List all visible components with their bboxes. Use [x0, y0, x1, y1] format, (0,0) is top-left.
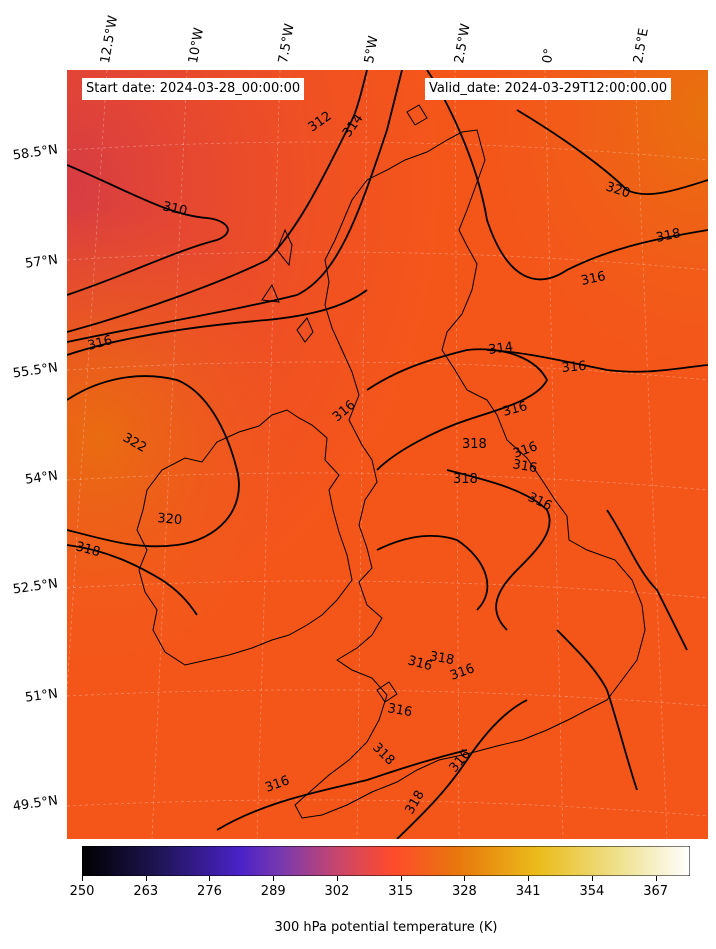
colorbar-tick — [336, 876, 338, 881]
contour-316-west — [67, 289, 368, 356]
colorbar-tick-label: 354 — [579, 884, 605, 899]
contour-318-south — [396, 699, 528, 839]
latitude-label: 49.5°N — [11, 793, 59, 815]
latitude-label: 55.5°N — [11, 360, 59, 382]
contour-312 — [67, 70, 368, 333]
contour-label: 316 — [86, 333, 114, 354]
latitude-label: 52.5°N — [11, 576, 59, 598]
latitude-label: 57°N — [24, 252, 59, 272]
contour-label: 318 — [428, 649, 455, 668]
contour-316-lower — [446, 469, 551, 631]
colorbar-tick — [209, 876, 211, 881]
colorbar-tick-label: 276 — [197, 884, 222, 899]
contour-316-mid — [376, 534, 489, 611]
longitude-label: 10°W — [186, 26, 208, 65]
colorbar-tick-label: 289 — [260, 884, 286, 899]
contour-310 — [67, 164, 229, 296]
longitude-label: 2.5°E — [631, 27, 652, 65]
coast-ireland — [136, 409, 353, 666]
contour-314 — [67, 70, 403, 343]
longitude-label: 12.5°W — [98, 14, 122, 65]
colorbar-tick — [528, 876, 530, 881]
colorbar-tick — [400, 876, 402, 881]
field-warm-west — [67, 70, 708, 839]
colorbar-tick-label: 328 — [452, 884, 477, 899]
longitude-label: 5°W — [362, 34, 382, 65]
contour-label: 318 — [74, 539, 102, 560]
contours — [67, 70, 708, 839]
contour-label: 316 — [580, 269, 607, 289]
colorbar-tick — [464, 876, 466, 881]
contour-316-south — [216, 749, 468, 831]
contour-label: 316 — [561, 359, 587, 376]
valid-date-label: Valid_date: 2024-03-29T12:00:00.00 — [425, 78, 672, 100]
contour-316-central — [366, 348, 549, 471]
colorbar-tick — [655, 876, 657, 881]
map-panel[interactable]: 312 314 310 320 318 316 316 314 316 316 318 316 316 3… — [67, 70, 708, 839]
colorbar-title: 300 hPa potential temperature (K) — [274, 920, 498, 935]
contour-320-ireland — [67, 375, 240, 548]
colorbar-tick-label: 263 — [133, 884, 159, 899]
latitude-label: 54°N — [24, 468, 59, 488]
graticule — [67, 70, 708, 839]
colorbar-tick — [273, 876, 275, 881]
contour-318-se — [556, 629, 638, 791]
contour-label: 316 — [501, 399, 529, 420]
longitude-label: 7.5°W — [276, 22, 298, 65]
contour-label: 316 — [511, 457, 538, 476]
contour-label: 316 — [386, 701, 413, 720]
contour-318-west — [67, 544, 198, 616]
contour-label: 310 — [161, 199, 188, 219]
colorbar — [82, 846, 690, 876]
contour-label: 318 — [462, 437, 487, 452]
longitude-label: 0° — [540, 47, 558, 65]
latitude-label: 58.5°N — [11, 142, 59, 164]
colorbar-tick-label: 250 — [69, 884, 95, 899]
colorbar-tick-label: 341 — [515, 884, 541, 899]
contour-label: 316 — [406, 653, 434, 674]
colorbar-tick-label: 315 — [388, 884, 414, 899]
colorbar-tick-label: 367 — [643, 884, 669, 899]
contour-label: 318 — [453, 472, 478, 487]
contour-320-ne — [516, 109, 708, 196]
contour-label: 320 — [157, 511, 183, 528]
contour-label: 320 — [604, 180, 632, 202]
colorbar-tick — [145, 876, 147, 881]
colorbar-tick — [591, 876, 593, 881]
contour-label: 318 — [655, 226, 682, 246]
latitude-label: 51°N — [24, 686, 59, 706]
colorbar-tick — [82, 876, 83, 881]
contour-316-east — [486, 349, 708, 373]
colorbar-tick-label: 302 — [324, 884, 350, 899]
contour-316-se — [606, 509, 688, 651]
coast-great-britain — [294, 129, 646, 819]
coastlines — [136, 104, 646, 819]
contour-label: 314 — [487, 340, 514, 358]
start-date-label: Start date: 2024-03-28_00:00:00 — [82, 78, 305, 100]
contour-318-ne — [426, 70, 708, 281]
longitude-label: 2.5°W — [452, 22, 474, 65]
